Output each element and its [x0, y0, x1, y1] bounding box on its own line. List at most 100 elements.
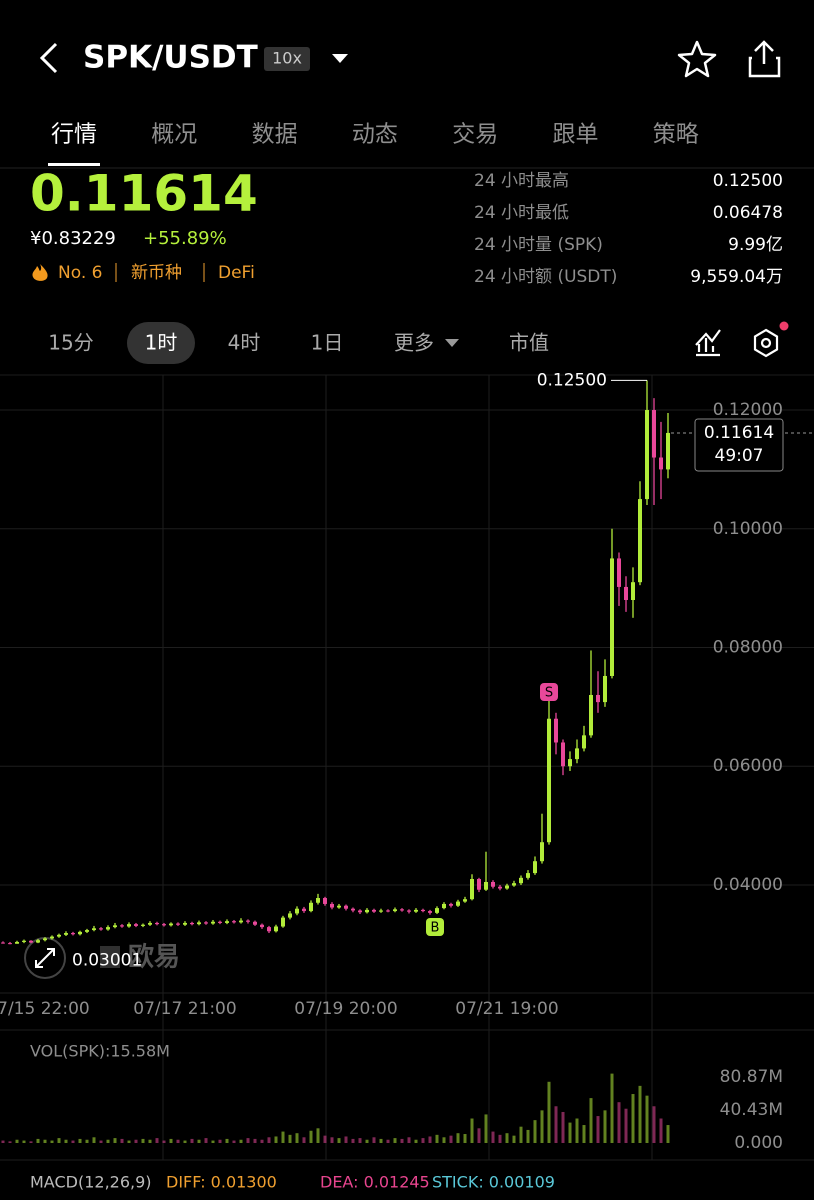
stat-label: 24 小时最高 [474, 171, 569, 191]
candle-body [547, 718, 551, 843]
volume-bar [218, 1139, 222, 1143]
more-dropdown[interactable] [445, 339, 459, 347]
volume-bar [99, 1140, 103, 1143]
volume-bar [253, 1138, 257, 1143]
volume-bar [148, 1139, 152, 1143]
share-button[interactable] [748, 40, 781, 78]
volume-bar [211, 1140, 215, 1143]
volume-bar [316, 1128, 320, 1143]
candle-body [183, 922, 187, 925]
volume-bar [239, 1139, 243, 1143]
volume-bar [533, 1120, 537, 1143]
volume-bar [15, 1139, 19, 1143]
sell-marker-box [540, 683, 558, 701]
candle-body [365, 909, 369, 913]
candle-body [71, 933, 75, 935]
volume-bar [169, 1138, 173, 1143]
tab[interactable]: 行情 [51, 122, 97, 148]
volume-bar [407, 1137, 411, 1143]
volume-bar [456, 1133, 460, 1143]
volume-bar [1, 1140, 5, 1143]
candle-body [638, 499, 642, 583]
volume-bar [92, 1137, 96, 1143]
volume-bar [22, 1140, 26, 1143]
candle-body [50, 936, 54, 939]
candle-body [568, 759, 572, 767]
volume-bar [267, 1137, 271, 1143]
volume-bar [596, 1116, 600, 1143]
tab[interactable]: 策略 [653, 122, 699, 148]
tab[interactable]: 数据 [252, 122, 298, 148]
interval-tab[interactable]: 1时 [145, 331, 178, 355]
volume-bar [330, 1137, 334, 1143]
candle-body [309, 902, 313, 912]
candle-body [442, 903, 446, 909]
candle-body [162, 924, 166, 926]
volume-bar [365, 1139, 369, 1143]
volume-bar [638, 1085, 642, 1143]
favorite-button[interactable] [677, 40, 717, 78]
volume-bar [232, 1140, 236, 1143]
pair-dropdown[interactable] [332, 54, 348, 63]
volume-bar [645, 1095, 649, 1143]
candle-body [113, 925, 117, 928]
candle-body [29, 940, 33, 943]
candle-body [99, 928, 103, 930]
volume-bar [428, 1136, 432, 1143]
macd-label: MACD(12,26,9) [30, 1173, 152, 1192]
leverage-badge [264, 47, 310, 71]
candle-body [484, 881, 488, 890]
candle-body [372, 909, 376, 912]
last-price-box [694, 418, 784, 472]
candle-body [225, 921, 229, 923]
candle-body [435, 908, 439, 913]
candle-body [379, 910, 383, 912]
candle-body [344, 905, 348, 909]
candle-body [582, 735, 586, 749]
active-tab-indicator [48, 163, 100, 166]
volume-bar [617, 1102, 621, 1143]
interval-tab[interactable]: 1日 [311, 331, 344, 355]
candle-body [281, 917, 285, 927]
volume-bar [463, 1134, 467, 1143]
interval-tab[interactable]: 15分 [48, 331, 93, 355]
tab[interactable]: 跟单 [553, 122, 599, 148]
volume-bar [190, 1138, 194, 1143]
tab-bar: 行情 概况 数据 动态 交易 跟单 策略 [51, 122, 699, 148]
candle-body [274, 926, 278, 932]
tab[interactable]: 动态 [352, 122, 398, 148]
countdown: 49:07 [715, 446, 764, 466]
x-tick-label: 07/21 19:00 [455, 999, 558, 1019]
candle-body [386, 910, 390, 912]
volume-bar [295, 1133, 299, 1143]
candle-body [624, 586, 628, 600]
settings-button[interactable] [753, 328, 779, 358]
candle-body [246, 920, 250, 922]
interval-tab[interactable]: 4时 [228, 331, 261, 355]
interval-tab[interactable]: 市值 [509, 331, 549, 355]
volume-bar [631, 1094, 635, 1143]
volume-bar [351, 1138, 355, 1143]
volume-bar [113, 1138, 117, 1143]
macd-stick: STICK: 0.00109 [432, 1173, 555, 1192]
candle-body [267, 927, 271, 932]
tab[interactable]: 交易 [452, 122, 498, 148]
interval-tab[interactable]: 更多 [394, 331, 434, 355]
tab[interactable]: 概况 [151, 122, 197, 148]
candle-body [106, 927, 110, 930]
volume-bar [176, 1139, 180, 1143]
buy-marker-box [426, 918, 444, 936]
volume-bar [246, 1138, 250, 1143]
volume-tick-label: 40.43M [720, 1100, 783, 1120]
volume-title: VOL(SPK):15.58M [30, 1042, 170, 1061]
volume-bar [526, 1129, 530, 1143]
candle-body [666, 432, 670, 470]
indicator-button[interactable] [695, 329, 721, 357]
leverage: 10x [272, 49, 302, 68]
back-button[interactable] [39, 42, 58, 74]
candle-body [519, 877, 523, 884]
x-tick-label: 07/19 20:00 [294, 999, 397, 1019]
notification-dot [779, 321, 789, 331]
y-tick-label: 0.12000 [713, 400, 783, 420]
